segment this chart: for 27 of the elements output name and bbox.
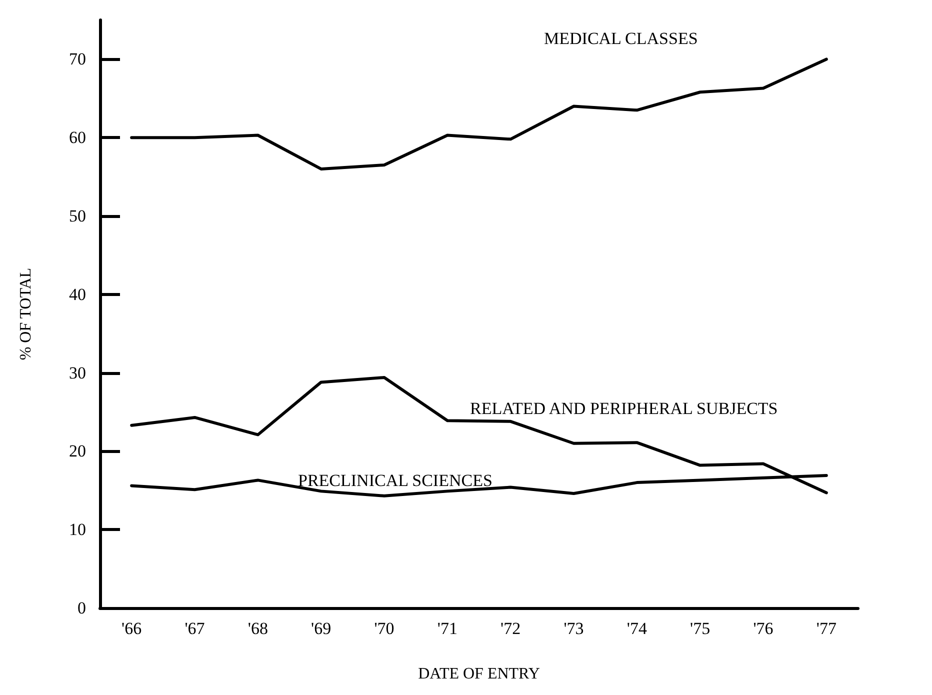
- x-tick-label: '72: [500, 619, 521, 638]
- y-axis-title: % OF TOTAL: [18, 268, 34, 360]
- y-tick-label: 50: [69, 206, 86, 226]
- series-label: PRECLINICAL SCIENCES: [298, 471, 492, 490]
- y-tick-label: 20: [69, 442, 86, 461]
- x-tick-label: '66: [122, 619, 142, 638]
- y-tick-label: 40: [69, 284, 86, 304]
- x-tick-label: '75: [690, 619, 710, 638]
- x-tick-label: '69: [311, 619, 332, 638]
- x-tick-label: '67: [184, 619, 206, 638]
- x-tick-label: '74: [626, 619, 648, 638]
- text: MEDICAL CLASSES: [544, 29, 698, 48]
- y-tick-label: 10: [69, 520, 86, 540]
- x-tick-label: '73: [564, 619, 584, 638]
- y-tick-label: 0: [78, 598, 86, 618]
- x-tick-label: '76: [753, 619, 774, 638]
- line-series: [130, 58, 828, 170]
- y-tick-label: 60: [69, 128, 86, 148]
- x-axis-title: DATE OF ENTRY: [418, 666, 540, 682]
- y-tick-label: 30: [69, 363, 86, 382]
- x-tick-label: '71: [437, 619, 458, 638]
- x-tick-label: '70: [374, 619, 394, 638]
- series-label: RELATED AND PERIPHERAL SUBJECTS: [470, 399, 778, 418]
- x-tick-label: '68: [248, 619, 268, 638]
- x-tick-label: '77: [816, 619, 837, 638]
- y-tick-label: 70: [69, 50, 86, 69]
- line-series: [130, 376, 828, 494]
